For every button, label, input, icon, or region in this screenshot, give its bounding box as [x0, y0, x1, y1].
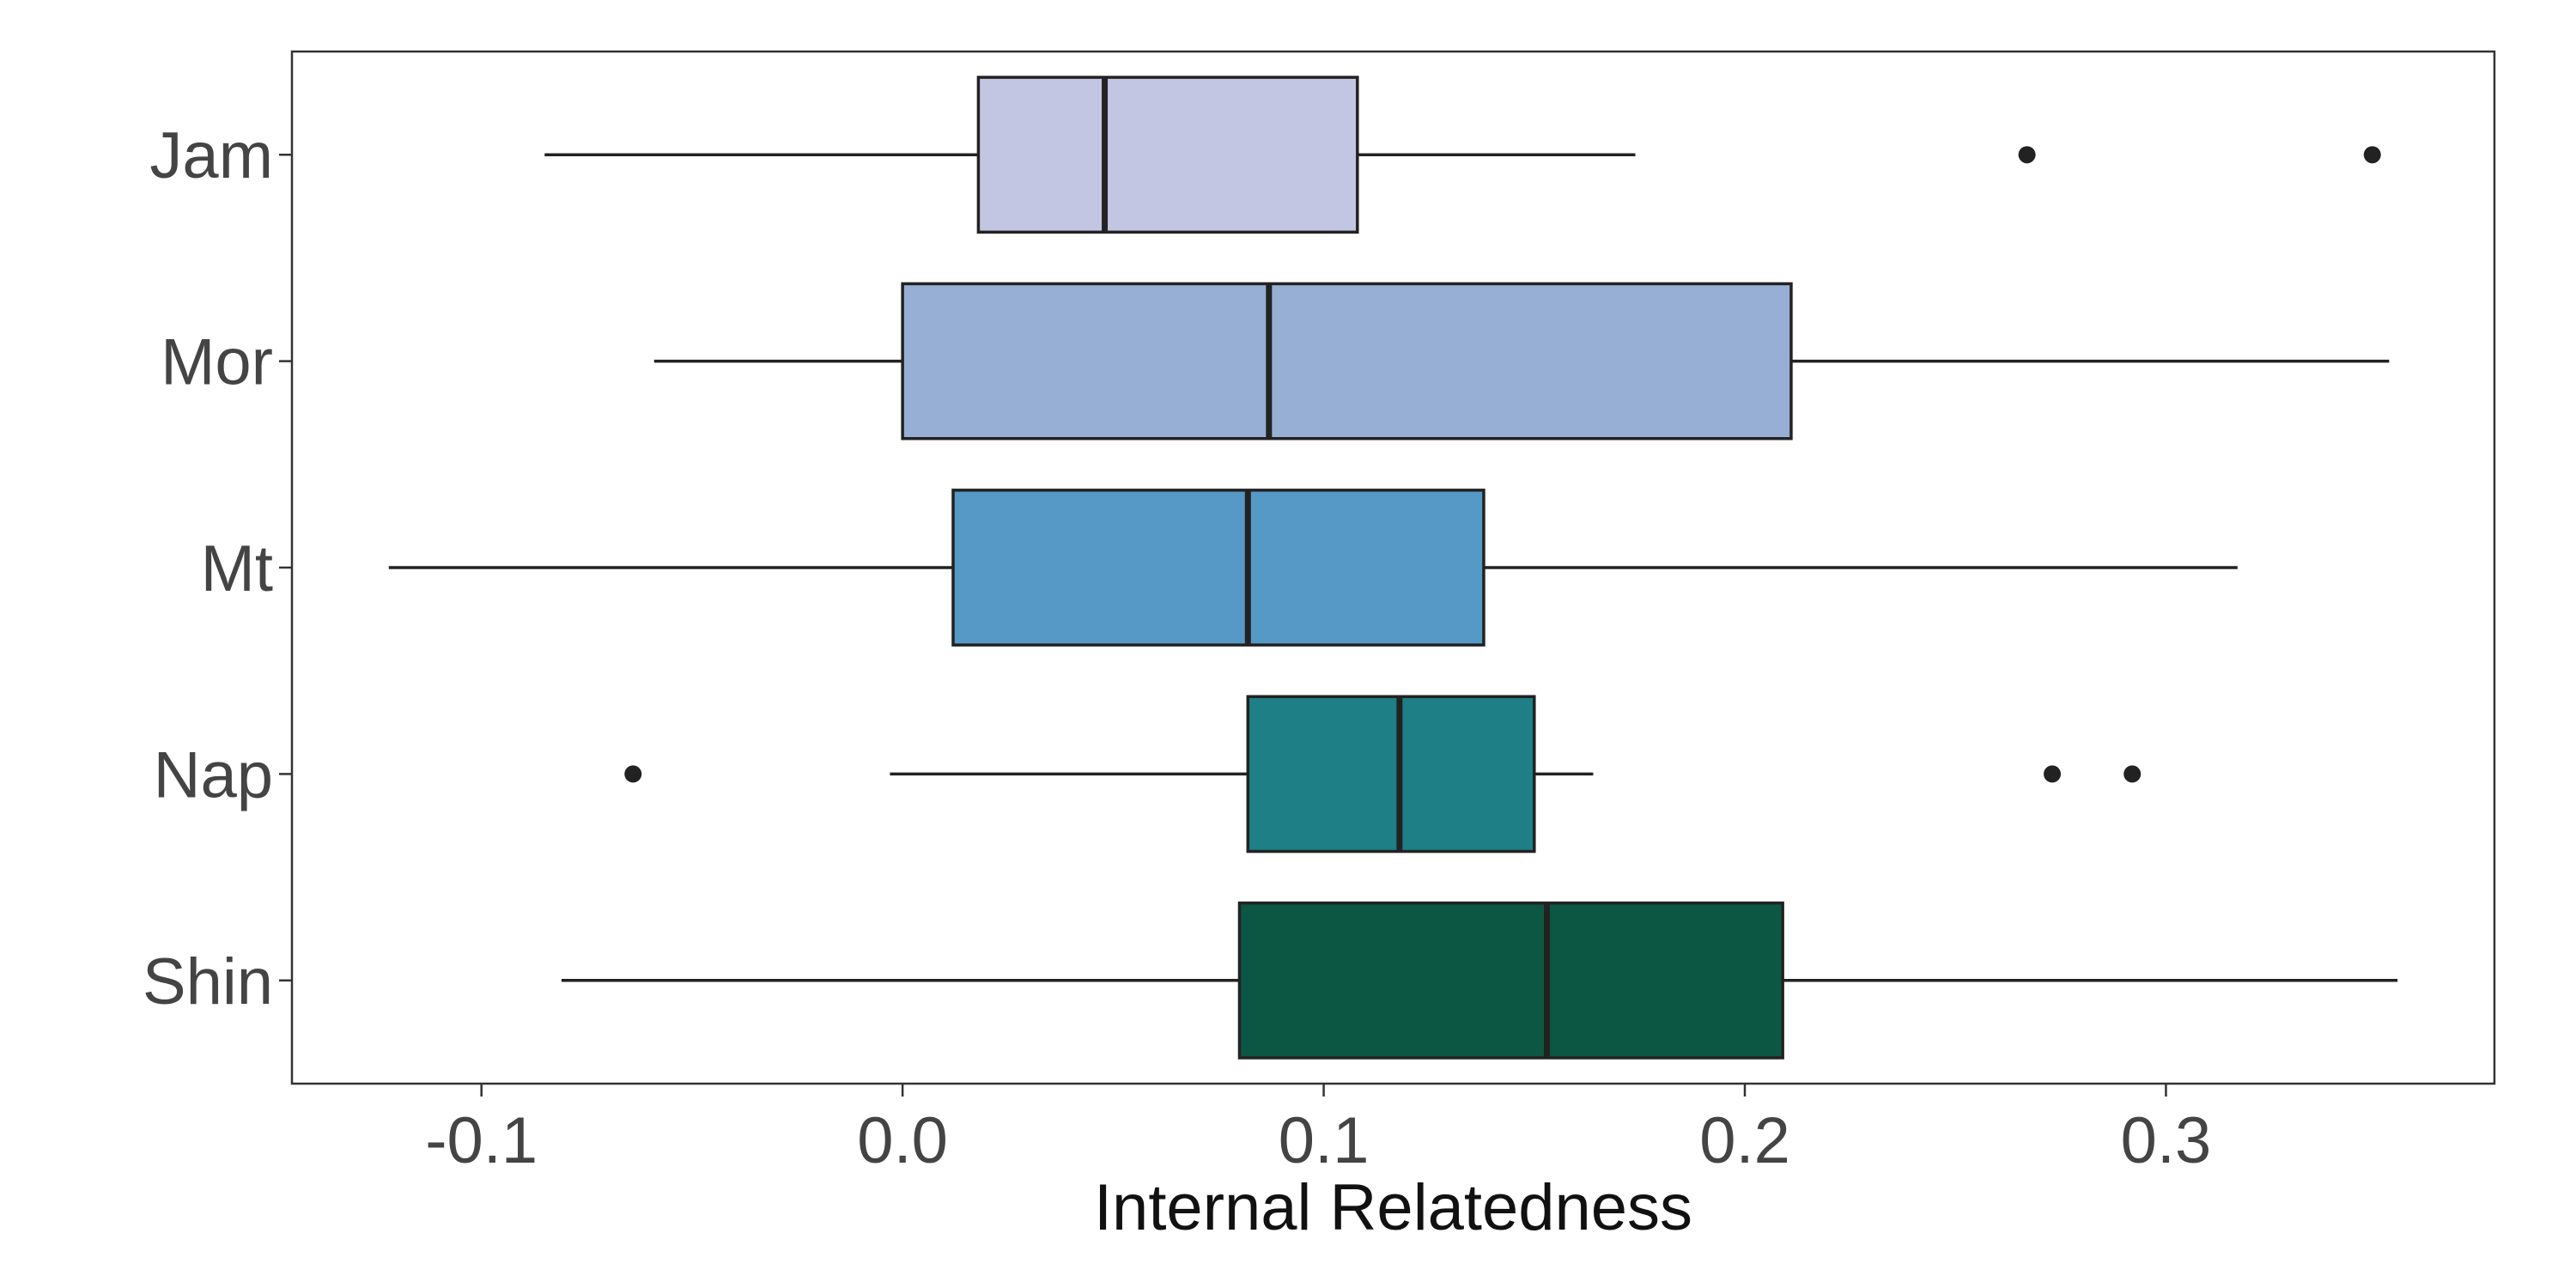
x-tick-label: 0.0 — [857, 1104, 948, 1177]
outlier-point — [2123, 765, 2142, 783]
outlier-point — [2044, 765, 2062, 783]
outlier-point — [624, 765, 642, 783]
y-tick-label: Shin — [143, 945, 273, 1018]
box-group-mt — [388, 489, 2238, 647]
x-axis: -0.1 0.0 0.1 0.2 0.3 — [425, 1084, 2211, 1177]
y-tick-label: Jam — [149, 119, 273, 192]
box-iqr — [1237, 901, 1784, 1060]
y-tick-label: Mor — [161, 326, 273, 399]
y-tick-label: Mt — [201, 532, 273, 605]
box-iqr — [951, 489, 1485, 647]
outlier-point — [2363, 146, 2381, 164]
y-axis: Jam Mor Mt Nap Shin — [143, 119, 292, 1018]
box-group-mor — [653, 282, 2390, 440]
box-iqr — [976, 76, 1359, 234]
box-group-jam — [544, 76, 2381, 234]
y-tick-label: Nap — [154, 738, 273, 811]
x-tick-label: 0.1 — [1279, 1104, 1370, 1177]
x-axis-title: Internal Relatedness — [1094, 1171, 1692, 1244]
x-tick-label: -0.1 — [425, 1104, 538, 1177]
x-tick-label: 0.2 — [1699, 1104, 1790, 1177]
x-tick-label: 0.3 — [2121, 1104, 2212, 1177]
box-group-shin — [561, 901, 2398, 1060]
box-iqr — [1246, 695, 1536, 854]
box-group-nap — [624, 695, 2142, 854]
box-iqr — [901, 282, 1793, 440]
chart-marks — [388, 76, 2398, 1060]
outlier-point — [2018, 146, 2036, 164]
